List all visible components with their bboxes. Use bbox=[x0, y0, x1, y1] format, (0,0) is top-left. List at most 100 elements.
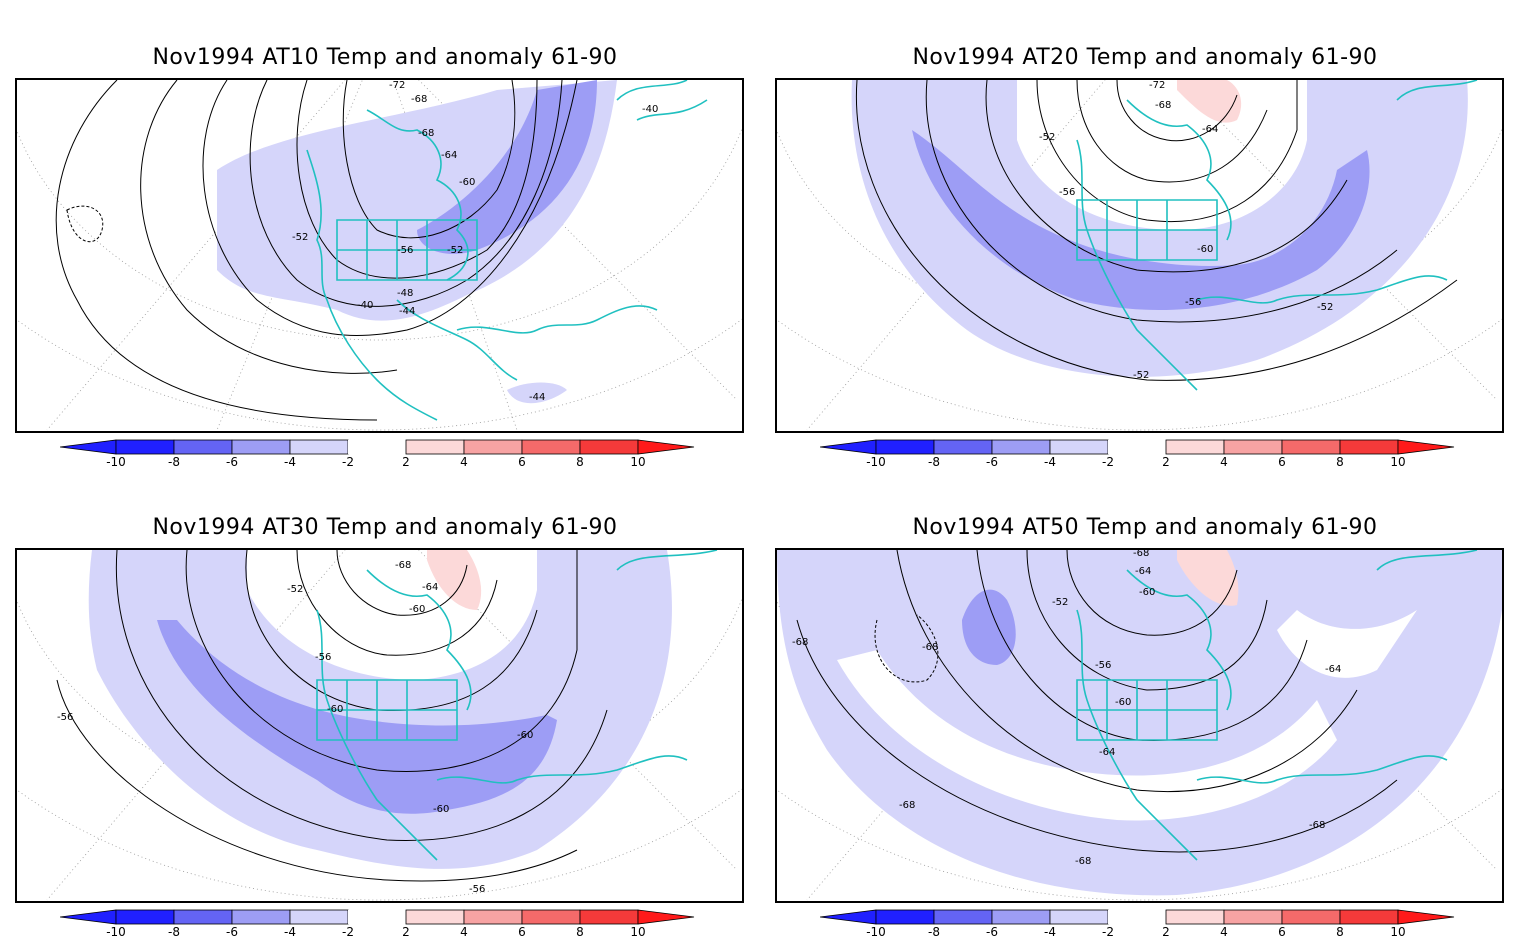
colorbar-segment bbox=[289, 909, 349, 925]
map-svg: -68 -64 -52 -60 -56 -60 -60 -60 -56 -56 bbox=[17, 550, 742, 901]
colorbar-segment bbox=[1223, 909, 1283, 925]
colorbar-segment bbox=[1281, 909, 1341, 925]
colorbar-segment bbox=[463, 909, 523, 925]
anomaly-shade-mid bbox=[157, 620, 557, 814]
coastlines bbox=[306, 80, 708, 421]
contour-label: -52 bbox=[1052, 597, 1068, 608]
contour-label: -56 bbox=[1095, 660, 1111, 671]
contour-label: -60 bbox=[1115, 697, 1131, 708]
colorbar-segment bbox=[579, 439, 639, 455]
colorbar-label: 4 bbox=[1220, 925, 1228, 939]
contour-label: -40 bbox=[642, 104, 658, 115]
contour-label: -60 bbox=[409, 604, 425, 615]
colorbar-label: 8 bbox=[1336, 925, 1344, 939]
colorbar-segment bbox=[1049, 909, 1109, 925]
colorbar-label: 10 bbox=[1390, 925, 1405, 939]
contour-label: -64 bbox=[1135, 566, 1151, 577]
colorbar-label: 6 bbox=[1278, 455, 1286, 469]
colorbar-segment bbox=[933, 909, 993, 925]
colorbar-label: -4 bbox=[1044, 455, 1056, 469]
colorbar-label: -2 bbox=[342, 455, 354, 469]
contour-label: -68 bbox=[418, 128, 434, 139]
colorbar-arrow-right bbox=[637, 439, 695, 455]
contour-label: -56 bbox=[469, 884, 485, 895]
contour-label: -64 bbox=[422, 582, 438, 593]
colorbar-segment bbox=[231, 439, 291, 455]
colorbar-label: 10 bbox=[630, 925, 645, 939]
contour-label: -52 bbox=[447, 245, 463, 256]
contour-label: -60 bbox=[1197, 244, 1213, 255]
colorbar-label: -8 bbox=[928, 455, 940, 469]
colorbar-segment bbox=[289, 439, 349, 455]
map-at10: -72 -68 -68 -64 -60 -52 -56 -52 -48 -44 … bbox=[15, 78, 744, 433]
colorbar-segment bbox=[348, 440, 406, 454]
colorbar-segment bbox=[115, 439, 175, 455]
colorbar-segment bbox=[1165, 909, 1225, 925]
contour-label: -52 bbox=[292, 232, 308, 243]
colorbar-label: 2 bbox=[1162, 455, 1170, 469]
contour-label: -68 bbox=[1155, 100, 1171, 111]
contour-label: -68 bbox=[792, 637, 808, 648]
panel-title: Nov1994 AT10 Temp and anomaly 61-90 bbox=[152, 45, 618, 70]
colorbar-segment bbox=[933, 439, 993, 455]
colorbar-label: 10 bbox=[1390, 455, 1405, 469]
colorbar-segment bbox=[1108, 440, 1166, 454]
contours bbox=[796, 550, 1398, 853]
coastlines bbox=[1076, 80, 1478, 391]
contour-label: -56 bbox=[315, 652, 331, 663]
contour-label: -60 bbox=[517, 730, 533, 741]
contour-label: -64 bbox=[1325, 664, 1341, 675]
contour-label: -60 bbox=[459, 177, 475, 188]
contour-label: -40 bbox=[357, 300, 373, 311]
contour-label: -56 bbox=[1059, 187, 1075, 198]
contour-label: -56 bbox=[1185, 297, 1201, 308]
contour-label: -64 bbox=[1099, 747, 1115, 758]
contour-label: -52 bbox=[287, 584, 303, 595]
colorbar-segment bbox=[115, 909, 175, 925]
colorbar-label: 6 bbox=[518, 455, 526, 469]
colorbar-label: -4 bbox=[1044, 925, 1056, 939]
contour-label: -44 bbox=[529, 392, 545, 403]
colorbar-segment bbox=[991, 909, 1051, 925]
graticule bbox=[17, 80, 742, 431]
contour-label: -64 bbox=[1202, 124, 1218, 135]
colorbar-segment bbox=[579, 909, 639, 925]
colorbar-segment bbox=[875, 909, 935, 925]
contour-label: -64 bbox=[441, 150, 457, 161]
colorbar-segment bbox=[1049, 439, 1109, 455]
colorbar-label: 8 bbox=[576, 455, 584, 469]
anomaly-shade-mid bbox=[962, 589, 1016, 665]
anomaly-shade-pos bbox=[1177, 80, 1242, 123]
contour-label: -68 bbox=[1309, 820, 1325, 831]
colorbar-segment bbox=[463, 439, 523, 455]
colorbar-label: -8 bbox=[928, 925, 940, 939]
contour-labels: -68 -64 -60 -52 -68 -68 -56 -60 -64 -64 … bbox=[792, 550, 1341, 867]
contour-label: -60 bbox=[433, 804, 449, 815]
colorbar-segment bbox=[1339, 439, 1399, 455]
colorbar-segment bbox=[405, 439, 465, 455]
colorbar-label: -2 bbox=[342, 925, 354, 939]
colorbar-segment bbox=[875, 439, 935, 455]
colorbar-segment bbox=[1281, 439, 1341, 455]
colorbar-arrow-left bbox=[820, 909, 877, 925]
contour-label: -60 bbox=[327, 704, 343, 715]
anomaly-shade-white bbox=[837, 610, 1417, 821]
colorbar-label: 6 bbox=[518, 925, 526, 939]
colorbar-label: -6 bbox=[226, 925, 238, 939]
map-svg: -68 -64 -60 -52 -68 -68 -56 -60 -64 -64 … bbox=[777, 550, 1502, 901]
colorbar-at30: -10 -8 -6 -4 -2 2 4 6 8 10 bbox=[60, 909, 695, 939]
colorbar-label: 2 bbox=[1162, 925, 1170, 939]
anomaly-shade-mid bbox=[912, 130, 1370, 310]
panel-title: Nov1994 AT50 Temp and anomaly 61-90 bbox=[912, 515, 1378, 540]
contour-label: -52 bbox=[1133, 370, 1149, 381]
coastlines bbox=[1076, 550, 1478, 861]
colorbar-label: -10 bbox=[106, 455, 126, 469]
map-svg: -72 -68 -68 -64 -60 -52 -56 -52 -48 -44 … bbox=[17, 80, 742, 431]
colorbar-label: 4 bbox=[460, 455, 468, 469]
colorbar-group: -10 -8 -6 -4 -2 2 4 6 8 10 bbox=[820, 909, 1455, 939]
contour-label: -48 bbox=[397, 288, 413, 299]
colorbar-label: -10 bbox=[106, 925, 126, 939]
colorbar-label: 2 bbox=[402, 925, 410, 939]
colorbar-label: -6 bbox=[986, 925, 998, 939]
map-at20: -72 -68 -64 -52 -56 -60 -56 -52 -52 bbox=[775, 78, 1504, 433]
